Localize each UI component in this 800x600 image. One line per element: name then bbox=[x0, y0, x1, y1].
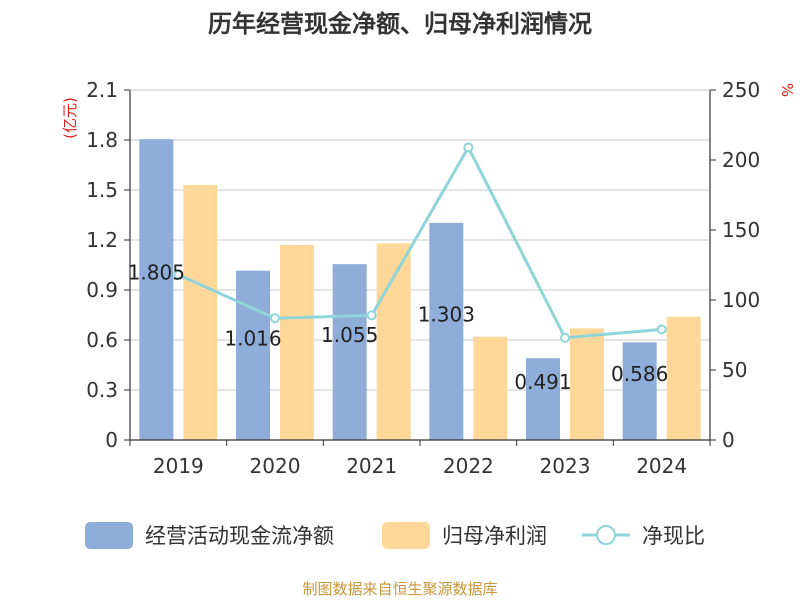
line-point bbox=[270, 313, 280, 324]
data-label: 1.055 bbox=[321, 323, 378, 347]
line-point bbox=[656, 324, 667, 335]
bar bbox=[429, 222, 464, 440]
right-tick-label: 50 bbox=[722, 358, 747, 382]
left-tick-label: 0.9 bbox=[86, 278, 118, 302]
line-point bbox=[560, 332, 570, 343]
left-tick-label: 0 bbox=[105, 428, 118, 452]
line-series bbox=[173, 142, 667, 343]
left-tick-label: 0.3 bbox=[86, 378, 118, 402]
source-footer: 制图数据来自恒生聚源数据库 bbox=[302, 580, 497, 598]
x-tick-label: 2020 bbox=[250, 454, 301, 478]
line-point bbox=[463, 142, 474, 153]
bar-series bbox=[139, 139, 701, 440]
right-tick-label: 250 bbox=[722, 78, 760, 102]
bar bbox=[332, 264, 367, 440]
bar bbox=[666, 316, 701, 440]
axes: 0 0.3 0.6 0.9 1.2 1.5 1.8 2.1 0 50 100 150 200 250 201… bbox=[86, 78, 760, 478]
data-label: 1.805 bbox=[128, 261, 185, 285]
left-tick-label: 2.1 bbox=[86, 78, 118, 102]
left-tick-label: 1.8 bbox=[86, 128, 118, 152]
bar bbox=[183, 185, 218, 440]
legend: 经营活动现金流净额 归母净利润 净现比 bbox=[85, 522, 705, 549]
left-axis-unit: (亿元) bbox=[61, 97, 79, 139]
x-tick-label: 2021 bbox=[346, 454, 397, 478]
right-axis-unit: % bbox=[778, 83, 796, 97]
line-point bbox=[366, 310, 377, 321]
legend-marker bbox=[596, 525, 616, 545]
chart-title: 历年经营现金净额、归母净利润情况 bbox=[208, 10, 592, 38]
left-tick-label: 0.6 bbox=[86, 328, 118, 352]
left-tick-label: 1.5 bbox=[86, 178, 118, 202]
right-tick-label: 100 bbox=[722, 288, 760, 312]
data-label: 0.491 bbox=[514, 370, 571, 394]
left-tick-label: 1.2 bbox=[86, 228, 118, 252]
grid-lines bbox=[130, 89, 710, 391]
bar bbox=[622, 342, 657, 440]
legend-label: 经营活动现金流净额 bbox=[145, 524, 334, 548]
right-tick-label: 0 bbox=[722, 428, 735, 452]
bar bbox=[376, 243, 411, 440]
data-label: 0.586 bbox=[611, 362, 668, 386]
data-labels: 1.805 1.016 1.055 1.303 0.491 0.586 bbox=[128, 261, 669, 395]
x-tick-label: 2019 bbox=[153, 454, 204, 478]
bar bbox=[236, 270, 270, 440]
bar bbox=[570, 328, 604, 440]
legend-swatch bbox=[85, 522, 133, 549]
legend-swatch bbox=[382, 522, 430, 549]
right-tick-label: 200 bbox=[722, 148, 760, 172]
legend-label: 净现比 bbox=[642, 524, 705, 548]
bar bbox=[473, 336, 508, 440]
bar bbox=[139, 139, 174, 440]
legend-label: 归母净利润 bbox=[442, 524, 547, 548]
line-path bbox=[177, 144, 662, 340]
bar bbox=[280, 245, 314, 440]
bar bbox=[526, 358, 560, 440]
line-point bbox=[173, 269, 184, 280]
x-tick-label: 2023 bbox=[540, 454, 591, 478]
right-tick-label: 150 bbox=[722, 218, 760, 242]
data-label: 1.303 bbox=[418, 302, 475, 326]
x-tick-label: 2022 bbox=[443, 454, 494, 478]
x-tick-label: 2024 bbox=[636, 454, 687, 478]
data-label: 1.016 bbox=[224, 326, 281, 350]
